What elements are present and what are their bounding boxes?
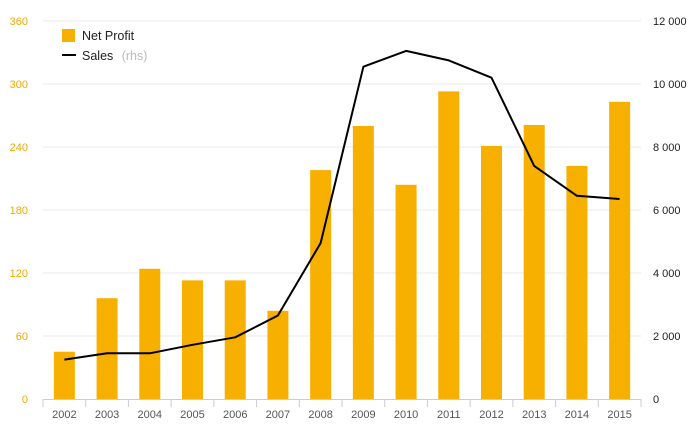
x-tick-label: 2008 xyxy=(308,409,332,421)
y-left-tick-label: 240 xyxy=(10,142,28,154)
legend-label-sales: Sales (rhs) xyxy=(82,47,147,64)
y-right-tick-label: 8 000 xyxy=(653,142,681,154)
bar-net-profit xyxy=(395,184,417,399)
bar-net-profit xyxy=(310,170,332,399)
bar-net-profit xyxy=(182,280,203,399)
legend-label-sales-suffix: (rhs) xyxy=(122,49,148,63)
legend: Net Profit Sales (rhs) xyxy=(62,29,147,64)
x-tick-label: 2006 xyxy=(223,409,247,421)
x-tick-label: 2005 xyxy=(180,409,204,421)
x-tick-label: 2010 xyxy=(394,409,418,421)
y-left-tick-label: 360 xyxy=(10,16,28,28)
y-left-tick-label: 300 xyxy=(10,79,28,91)
x-tick-label: 2012 xyxy=(479,409,503,421)
bar-net-profit xyxy=(224,280,246,399)
bar-net-profit xyxy=(481,145,502,399)
y-right-tick-label: 0 xyxy=(653,394,659,406)
y-axis-left: 0 60 120 180 240 300 360 xyxy=(10,16,28,406)
y-left-tick-label: 180 xyxy=(10,205,28,217)
y-right-tick-label: 6 000 xyxy=(653,205,681,217)
bar-net-profit xyxy=(139,268,161,399)
y-right-tick-label: 10 000 xyxy=(653,79,687,91)
bar-net-profit xyxy=(53,351,75,399)
y-right-tick-label: 4 000 xyxy=(653,268,681,280)
y-left-tick-label: 0 xyxy=(22,394,28,406)
bar-net-profit xyxy=(96,298,118,399)
bar-net-profit xyxy=(523,124,545,399)
x-tick-label: 2003 xyxy=(95,409,119,421)
bar-net-profit xyxy=(267,310,289,399)
y-right-tick-label: 2 000 xyxy=(653,331,681,343)
x-tick-label: 2002 xyxy=(52,409,76,421)
sales-line-series xyxy=(64,49,620,361)
bar-net-profit xyxy=(566,165,588,399)
x-tick-label: 2009 xyxy=(351,409,375,421)
x-tick-label: 2007 xyxy=(266,409,290,421)
x-tick-label: 2013 xyxy=(522,409,546,421)
x-axis: 2002 2003 2004 2005 2006 2007 2008 2009 2010 2011… xyxy=(42,399,642,421)
bar-net-profit xyxy=(352,126,374,399)
y-left-tick-label: 60 xyxy=(16,331,28,343)
x-tick-label: 2014 xyxy=(565,409,589,421)
legend-swatch-net-profit xyxy=(62,29,75,42)
x-tick-label: 2004 xyxy=(138,409,162,421)
x-tick-label: 2011 xyxy=(437,409,461,421)
sales-line xyxy=(64,49,620,361)
bar-net-profit xyxy=(609,101,631,399)
x-tick-label: 2015 xyxy=(607,409,631,421)
y-axis-right: 0 2 000 4 000 6 000 8 000 10 000 12 000 xyxy=(653,16,687,406)
y-left-tick-label: 120 xyxy=(10,268,28,280)
y-right-tick-label: 12 000 xyxy=(653,16,687,28)
net-profit-bars xyxy=(53,91,631,399)
legend-label-sales-name: Sales xyxy=(82,49,113,63)
legend-label-net-profit: Net Profit xyxy=(82,29,135,43)
bar-net-profit xyxy=(438,91,460,399)
